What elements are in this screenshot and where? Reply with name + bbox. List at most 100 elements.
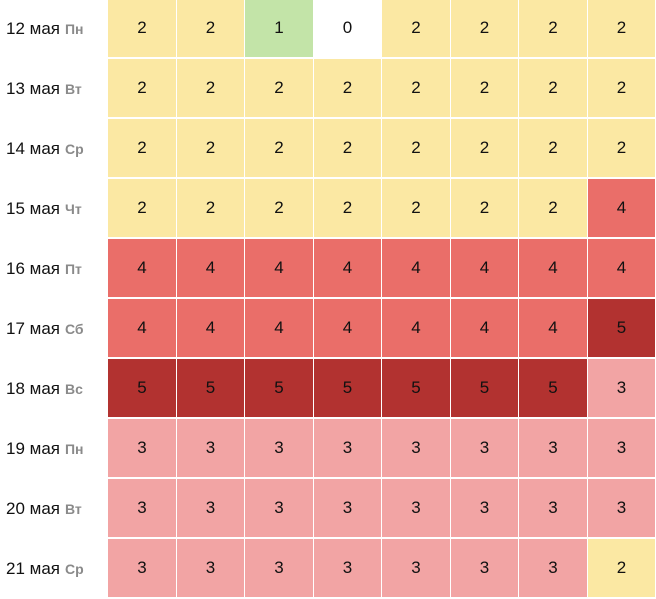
value-cell: 3 — [588, 419, 656, 478]
grid-row: 12 мая Пн 2 2 1 0 2 2 2 2 — [0, 0, 656, 59]
value-cell: 2 — [519, 0, 588, 58]
value-cell: 2 — [108, 0, 177, 58]
value-cell: 3 — [108, 419, 177, 478]
row-date-label: 19 мая Пн — [0, 419, 108, 479]
grid-row: 18 мая Вс 5 5 5 5 5 5 5 3 — [0, 359, 656, 419]
value-cell: 2 — [451, 59, 519, 118]
value-cell: 4 — [451, 239, 519, 298]
value-cell: 5 — [519, 359, 588, 418]
value-cell: 2 — [108, 179, 177, 238]
value-cell: 2 — [588, 59, 656, 118]
grid-row: 15 мая Чт 2 2 2 2 2 2 2 4 — [0, 179, 656, 239]
date-text: 14 мая — [6, 139, 60, 158]
value-cell: 2 — [451, 179, 519, 238]
date-text: 21 мая — [6, 559, 60, 578]
value-cell: 5 — [245, 359, 314, 418]
date-text: 18 мая — [6, 379, 60, 398]
value-cell: 2 — [519, 59, 588, 118]
value-cell: 3 — [382, 539, 451, 598]
value-cell: 5 — [177, 359, 245, 418]
value-cell: 3 — [245, 419, 314, 478]
weekday-text: Ср — [64, 141, 84, 157]
value-cell: 2 — [245, 59, 314, 118]
value-cell: 2 — [588, 119, 656, 178]
row-date-label: 18 мая Вс — [0, 359, 108, 419]
value-cell: 3 — [177, 479, 245, 538]
value-cell: 3 — [519, 539, 588, 598]
weekday-text: Вт — [64, 81, 82, 97]
value-cell: 2 — [177, 179, 245, 238]
row-date-label: 21 мая Ср — [0, 539, 108, 599]
value-cell: 3 — [108, 539, 177, 598]
grid-row: 14 мая Ср 2 2 2 2 2 2 2 2 — [0, 119, 656, 179]
value-cell: 2 — [519, 119, 588, 178]
grid-row: 16 мая Пт 4 4 4 4 4 4 4 4 — [0, 239, 656, 299]
value-cell: 2 — [245, 179, 314, 238]
date-text: 16 мая — [6, 259, 60, 278]
value-cell: 4 — [451, 299, 519, 358]
value-cell: 2 — [588, 539, 656, 598]
row-date-label: 14 мая Ср — [0, 119, 108, 179]
value-cell: 3 — [588, 479, 656, 538]
value-cell: 3 — [245, 539, 314, 598]
weekday-text: Чт — [64, 201, 82, 217]
date-text: 15 мая — [6, 199, 60, 218]
value-cell: 2 — [382, 59, 451, 118]
value-cell: 2 — [314, 179, 382, 238]
weekday-text: Сб — [64, 321, 84, 337]
value-cell: 3 — [519, 479, 588, 538]
value-cell: 3 — [245, 479, 314, 538]
weekday-text: Пт — [64, 261, 82, 277]
value-cell: 1 — [245, 0, 314, 58]
value-cell: 4 — [245, 239, 314, 298]
weekday-text: Вт — [64, 501, 82, 517]
date-text: 20 мая — [6, 499, 60, 518]
value-cell: 3 — [177, 419, 245, 478]
row-date-label: 15 мая Чт — [0, 179, 108, 239]
date-text: 12 мая — [6, 19, 60, 38]
grid-row: 20 мая Вт 3 3 3 3 3 3 3 3 — [0, 479, 656, 539]
grid-row: 21 мая Ср 3 3 3 3 3 3 3 2 — [0, 539, 656, 599]
value-cell: 4 — [382, 299, 451, 358]
row-date-label: 12 мая Пн — [0, 0, 108, 59]
weekday-text: Пн — [64, 441, 84, 457]
date-text: 13 мая — [6, 79, 60, 98]
value-cell: 3 — [177, 539, 245, 598]
value-cell: 2 — [451, 119, 519, 178]
date-text: 19 мая — [6, 439, 60, 458]
value-cell: 5 — [588, 299, 656, 358]
value-cell: 4 — [314, 239, 382, 298]
value-cell: 3 — [108, 479, 177, 538]
value-cell: 5 — [108, 359, 177, 418]
weekday-text: Ср — [64, 561, 84, 577]
weekday-text: Пн — [64, 21, 84, 37]
row-date-label: 13 мая Вт — [0, 59, 108, 119]
row-date-label: 17 мая Сб — [0, 299, 108, 359]
value-cell: 4 — [519, 239, 588, 298]
value-cell: 2 — [451, 0, 519, 58]
value-cell: 2 — [314, 119, 382, 178]
value-cell: 4 — [108, 239, 177, 298]
value-cell: 5 — [314, 359, 382, 418]
value-cell: 2 — [245, 119, 314, 178]
value-cell: 3 — [382, 419, 451, 478]
value-cell: 2 — [382, 0, 451, 58]
value-cell: 2 — [177, 119, 245, 178]
value-cell: 3 — [314, 539, 382, 598]
value-cell: 5 — [451, 359, 519, 418]
row-date-label: 20 мая Вт — [0, 479, 108, 539]
weekday-text: Вс — [64, 381, 83, 397]
value-cell: 4 — [588, 179, 656, 238]
value-cell: 4 — [588, 239, 656, 298]
value-cell: 3 — [314, 419, 382, 478]
value-cell: 3 — [451, 419, 519, 478]
value-cell: 2 — [382, 179, 451, 238]
value-cell: 0 — [314, 0, 382, 58]
value-cell: 3 — [451, 539, 519, 598]
value-cell: 3 — [588, 359, 656, 418]
value-cell: 4 — [177, 239, 245, 298]
value-cell: 2 — [382, 119, 451, 178]
value-cell: 2 — [519, 179, 588, 238]
value-cell: 2 — [314, 59, 382, 118]
